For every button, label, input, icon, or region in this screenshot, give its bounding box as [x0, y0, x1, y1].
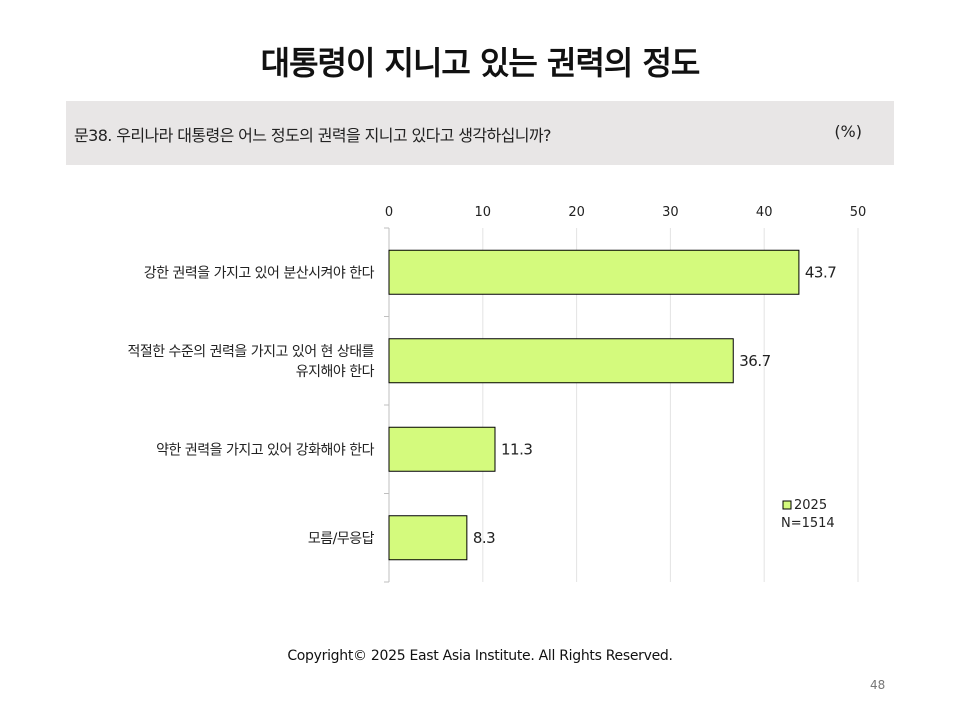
x-tick-label: 0 [385, 205, 393, 220]
x-tick-label: 10 [475, 205, 492, 220]
data-label: 43.7 [805, 263, 836, 281]
category-label: 강한 권력을 가지고 있어 분산시켜야 한다 [144, 265, 375, 281]
bar [388, 249, 800, 295]
question-text: 문38. 우리나라 대통령은 어느 정도의 권력을 지니고 있다고 생각하십니까… [74, 126, 552, 145]
data-label: 11.3 [501, 440, 532, 458]
x-tick-label: 30 [662, 205, 679, 220]
data-label: 36.7 [739, 352, 770, 370]
legend-swatch [782, 500, 792, 510]
bar [388, 338, 734, 384]
data-label: 8.3 [473, 529, 495, 547]
x-tick-label: 20 [568, 205, 585, 220]
unit-label: (%) [834, 122, 862, 141]
bar [388, 426, 496, 472]
question-box: 문38. 우리나라 대통령은 어느 정도의 권력을 지니고 있다고 생각하십니까… [66, 101, 894, 165]
bar [388, 515, 468, 561]
category-label: 적절한 수준의 권력을 가지고 있어 현 상태를 [127, 344, 374, 360]
x-tick-label: 40 [756, 205, 773, 220]
category-label: 유지해야 한다 [296, 364, 375, 380]
category-label: 약한 권력을 가지고 있어 강화해야 한다 [156, 442, 374, 458]
page-title: 대통령이 지니고 있는 권력의 정도 [260, 44, 701, 82]
copyright-text: Copyright© 2025 East Asia Institute. All… [287, 648, 673, 664]
category-label: 모름/무응답 [308, 531, 375, 547]
legend-label: 2025 [794, 498, 827, 513]
page-number: 48 [870, 678, 886, 692]
x-tick-label: 50 [850, 205, 867, 220]
legend-sample-size: N=1514 [781, 516, 835, 531]
